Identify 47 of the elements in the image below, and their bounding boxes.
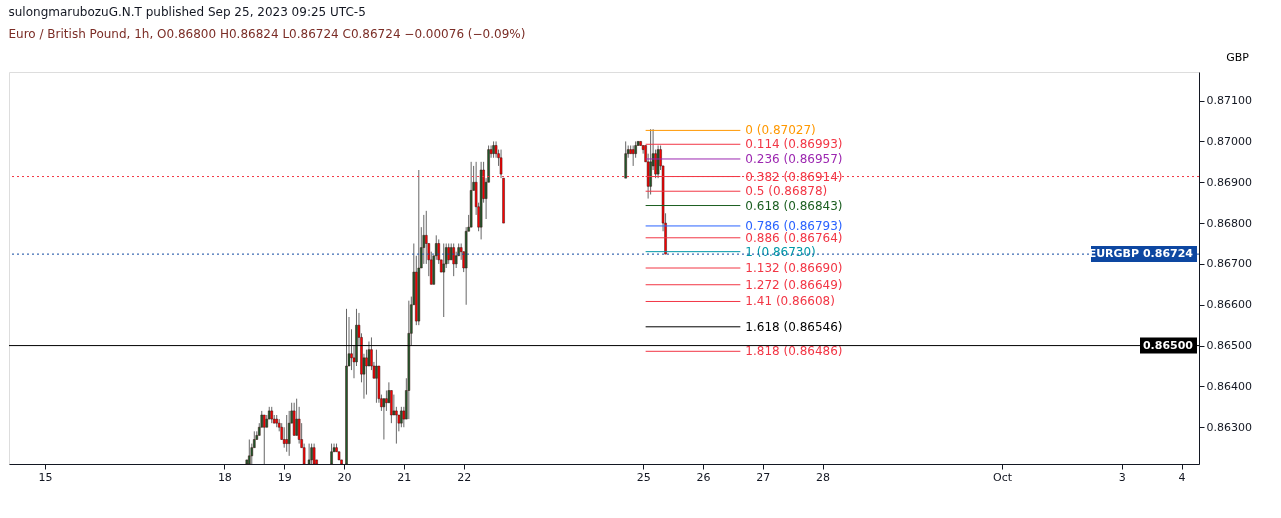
- series-label: 0.886 (0.86764): [745, 230, 843, 245]
- x-tick-label: 28: [816, 470, 831, 484]
- candlestick: [285, 414, 288, 453]
- x-tick-label: 25: [636, 470, 651, 484]
- x-tick-label: 22: [457, 470, 472, 484]
- y-tick-label: 0.86500: [1206, 339, 1252, 353]
- y-tick-label: 0.86900: [1206, 175, 1252, 189]
- x-tick-label: 4: [1178, 470, 1186, 484]
- series-label: 0.786 (0.86793): [745, 218, 843, 233]
- candlestick: [390, 390, 393, 424]
- candlestick: [422, 214, 426, 265]
- ref-line-label: 0.86500: [1142, 338, 1194, 352]
- candlestick: [365, 349, 368, 396]
- x-tick-label: 3: [1118, 470, 1126, 484]
- x-tick-label: 27: [756, 470, 771, 484]
- series-label: 0.236 (0.86957): [745, 151, 843, 166]
- series-label: 1 (0.86730): [745, 244, 816, 259]
- y-tick-label: 0.87100: [1206, 94, 1252, 108]
- series-label: 0.114 (0.86993): [745, 137, 843, 152]
- ref-line-label: EURGBP 0.86724: [1088, 247, 1194, 261]
- y-axis-title: GBP: [1226, 50, 1250, 64]
- y-tick-label: 0.86800: [1206, 216, 1252, 230]
- series-label: 0 (0.87027): [745, 123, 816, 138]
- x-tick-label: 18: [217, 470, 232, 484]
- x-tick-label: 19: [277, 470, 292, 484]
- y-tick-label: 0.87000: [1206, 134, 1252, 148]
- series-label: 1.132 (0.86690): [745, 261, 843, 275]
- series-label: 0.5 (0.86878): [745, 184, 828, 199]
- y-tick-label: 0.86700: [1206, 257, 1252, 271]
- x-tick-label: 26: [696, 470, 711, 484]
- y-tick-label: 0.86300: [1206, 420, 1252, 434]
- candlestick: [400, 406, 403, 428]
- chart-title: sulongmarubozuG.N.T published Sep 25, 2023 09:25 UTC-5: [8, 5, 366, 19]
- series-label: 1.818 (0.86486): [745, 344, 843, 359]
- series-label: 0.382 (0.86914): [745, 169, 843, 184]
- candlestick: [250, 443, 254, 465]
- series-label: 1.41 (0.86608): [745, 294, 835, 309]
- series-label: 0.618 (0.86843): [745, 198, 843, 213]
- series-label: 1.272 (0.86649): [745, 277, 843, 292]
- chart-subtitle: Euro / British Pound, 1h, O0.86800 H0.86824 L0.86724 C0.86724 −0.00076 (−0.09%): [8, 27, 526, 41]
- x-tick-label: 21: [397, 470, 412, 484]
- x-tick-label: Oct: [993, 470, 1013, 484]
- x-tick-label: 20: [337, 470, 352, 484]
- y-tick-label: 0.86600: [1206, 298, 1252, 312]
- series-label: 1.618 (0.86546): [745, 319, 843, 334]
- x-tick-label: 15: [38, 470, 53, 484]
- y-tick-label: 0.86400: [1206, 379, 1252, 393]
